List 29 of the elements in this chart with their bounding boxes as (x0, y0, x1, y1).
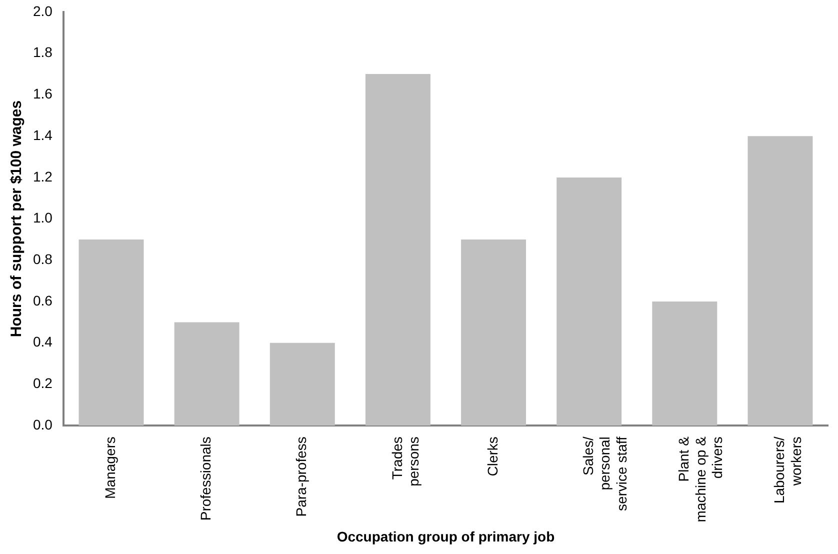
bar (78, 239, 144, 426)
y-tick-label: 1.8 (32, 44, 53, 60)
bar (270, 342, 335, 426)
x-tick-label: Plant & machine op & drivers (676, 436, 726, 522)
y-tick-label: 1.0 (32, 210, 53, 226)
y-tick-label: 2.0 (32, 2, 53, 19)
x-axis-title: Occupation group of primary job (336, 528, 555, 544)
y-axis-title: Hours of support per $100 wages (8, 100, 26, 338)
y-tick-label: 1.2 (32, 168, 53, 184)
y-tick-label: 1.6 (32, 86, 53, 102)
x-tick-label: Clerks (484, 436, 500, 476)
bar (174, 322, 240, 426)
bar (461, 239, 526, 426)
y-tick-label: 0.6 (32, 292, 53, 308)
x-tick-label: Sales/ personal service staff (580, 436, 630, 512)
x-tick-label: Para-profess (293, 436, 310, 517)
y-tick-label: 1.4 (32, 126, 53, 143)
y-tick-label: 0.2 (32, 375, 53, 392)
bar (748, 136, 813, 426)
x-tick-label: Professionals (198, 436, 214, 521)
y-tick-label: 0.8 (32, 251, 53, 268)
bar (652, 302, 718, 426)
bar (365, 74, 430, 426)
y-tick-label: 0.4 (32, 334, 53, 350)
bar (556, 177, 622, 426)
x-tick-label: Managers (102, 436, 118, 499)
x-tick-label: Trades persons (388, 436, 422, 486)
x-tick-label: Labourers/ workers (771, 436, 804, 504)
y-tick-label: 0.0 (32, 416, 53, 432)
